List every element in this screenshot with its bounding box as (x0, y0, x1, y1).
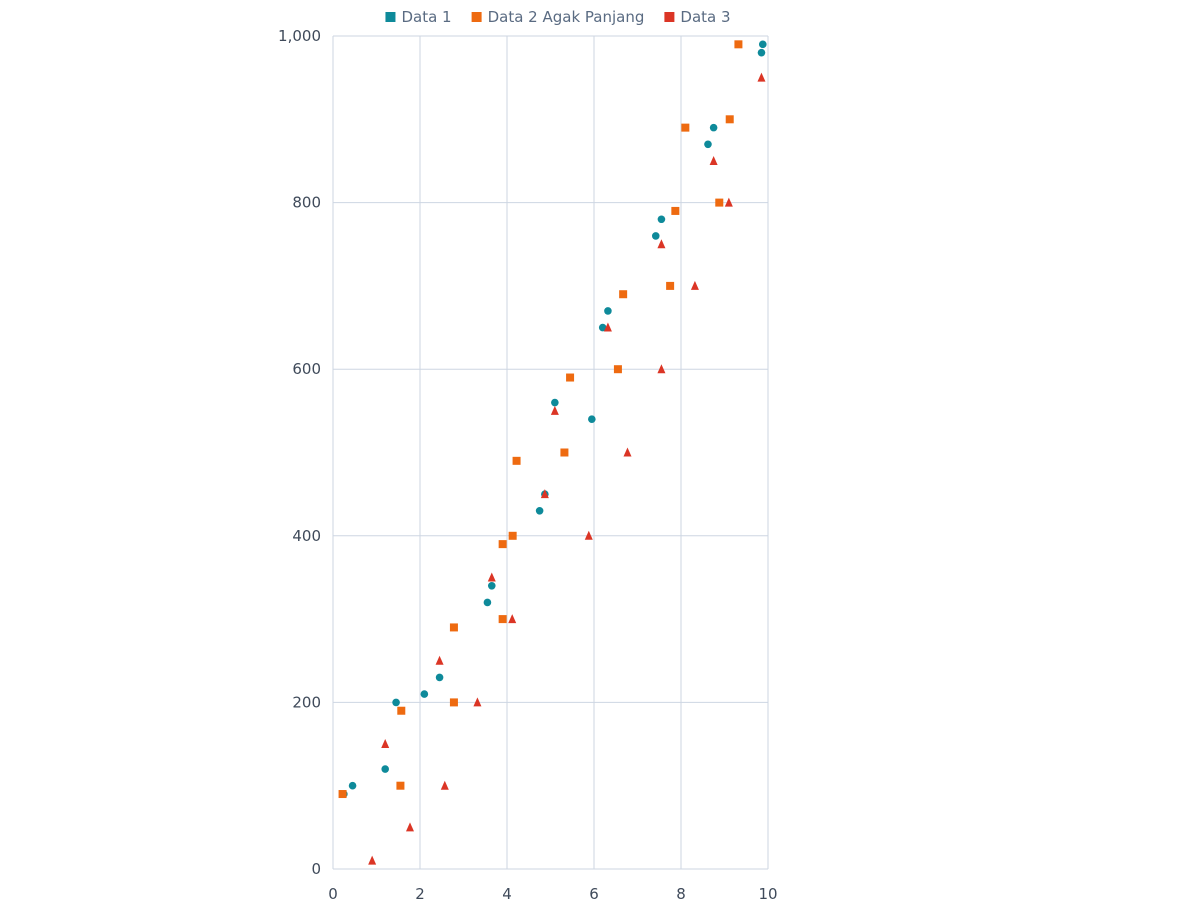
data-point (690, 280, 699, 290)
x-tick-label: 6 (589, 885, 599, 903)
data-point (397, 706, 406, 715)
legend-label: Data 3 (680, 8, 730, 26)
data-point (498, 615, 507, 624)
data-point (657, 215, 666, 224)
series-3 (368, 72, 766, 865)
legend-swatch (664, 12, 675, 22)
y-tick-label: 400 (292, 527, 321, 545)
data-point (535, 507, 544, 515)
data-point (550, 405, 559, 415)
data-point (619, 290, 628, 299)
y-tick-label: 600 (292, 360, 321, 378)
data-point (709, 155, 718, 165)
data-point (420, 690, 429, 698)
data-point (440, 780, 449, 790)
data-point (704, 140, 712, 149)
x-tick-label: 0 (328, 885, 338, 903)
data-point (551, 398, 559, 407)
data-point (381, 765, 390, 773)
data-point (603, 322, 612, 332)
data-point (560, 448, 569, 457)
data-point (715, 198, 724, 207)
data-point (449, 698, 458, 707)
data-point (623, 447, 632, 457)
data-point (348, 781, 357, 790)
data-point (381, 739, 390, 749)
data-point (724, 197, 733, 207)
series-2 (338, 40, 743, 799)
y-tick-label: 0 (311, 860, 321, 878)
data-point (657, 364, 666, 374)
data-point (604, 307, 612, 315)
data-point (487, 572, 496, 582)
y-tick-label: 200 (292, 693, 321, 711)
legend-label: Data 2 Agak Panjang (488, 8, 645, 26)
legend-label: Data 1 (401, 8, 451, 26)
data-point (588, 415, 596, 423)
x-tick-label: 2 (415, 885, 425, 903)
x-tick-label: 8 (676, 885, 686, 903)
data-point (709, 123, 718, 132)
data-point (734, 40, 743, 49)
legend-swatch (471, 12, 482, 22)
data-point (508, 531, 517, 540)
legend: Data 1 Data 2 Agak Panjang Data 3 (385, 8, 731, 26)
data-point (757, 72, 766, 82)
x-tick-label: 4 (502, 885, 512, 903)
data-points (338, 40, 767, 865)
data-point (584, 530, 593, 540)
data-point (396, 781, 405, 790)
data-point (757, 48, 766, 57)
data-point (483, 598, 492, 607)
data-point (540, 489, 549, 499)
data-point (758, 40, 767, 49)
data-point (657, 239, 666, 249)
data-point (681, 123, 690, 132)
y-tick-label: 800 (292, 194, 321, 212)
data-point (566, 373, 575, 382)
data-point (613, 365, 622, 374)
data-point (666, 281, 675, 290)
legend-swatch (385, 12, 396, 22)
grid-lines (332, 35, 769, 870)
data-point (651, 232, 660, 240)
data-point (725, 115, 734, 124)
data-point (392, 698, 400, 707)
data-point (671, 206, 680, 215)
data-point (449, 623, 458, 632)
data-point (598, 323, 607, 332)
series-1 (340, 40, 767, 798)
data-point (473, 697, 482, 707)
data-point (338, 790, 347, 799)
data-point (498, 540, 507, 549)
data-point (487, 581, 496, 590)
data-point (368, 855, 377, 865)
axis-labels: 0 200 400 600 800 1,000 0 2 4 6 8 10 (278, 27, 778, 903)
x-tick-label: 10 (758, 885, 777, 903)
data-point (512, 456, 521, 465)
y-tick-label: 1,000 (278, 27, 321, 45)
data-point (435, 673, 444, 682)
data-point (435, 655, 444, 665)
data-point (508, 614, 517, 624)
data-point (405, 822, 414, 832)
